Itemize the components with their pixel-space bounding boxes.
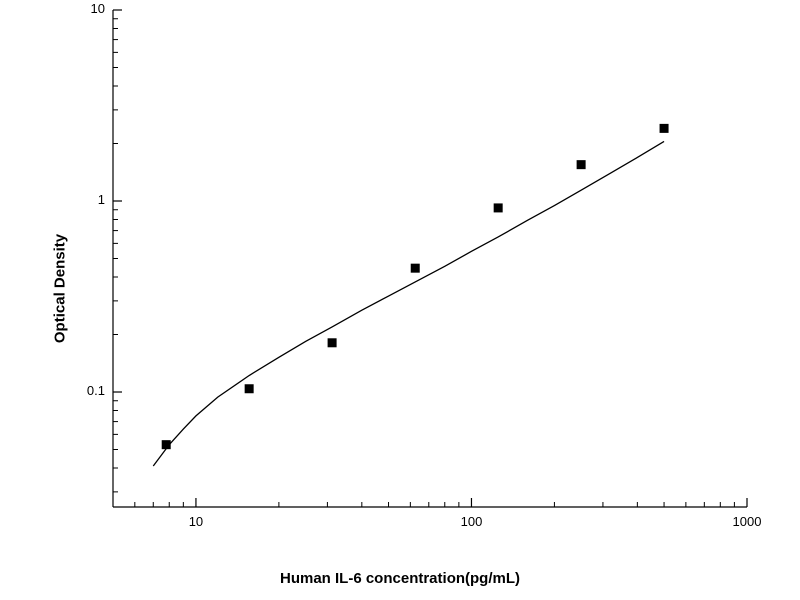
y-axis-title: Optical Density: [51, 233, 69, 344]
data-point: [576, 160, 586, 170]
data-point: [659, 123, 669, 133]
data-point: [410, 263, 420, 273]
data-point: [244, 384, 254, 394]
y-tick-label: 1: [97, 192, 105, 207]
x-axis-minor-ticks: [134, 502, 735, 507]
x-tick-label: 100: [460, 514, 483, 529]
x-tick-label: 10: [188, 514, 204, 529]
data-point: [493, 203, 503, 213]
x-axis-major-ticks: [195, 498, 748, 507]
y-axis-major-ticks: [113, 9, 122, 393]
y-tick-label: 0.1: [86, 383, 105, 398]
data-point: [161, 440, 171, 450]
data-point: [327, 338, 337, 348]
data-point-markers: [161, 123, 669, 450]
fit-curve: [152, 140, 665, 467]
y-tick-label: 10: [90, 1, 105, 16]
x-axis-title: Human IL-6 concentration(pg/mL): [280, 570, 520, 587]
y-axis-minor-ticks: [113, 18, 118, 493]
x-tick-label: 1000: [732, 514, 762, 529]
